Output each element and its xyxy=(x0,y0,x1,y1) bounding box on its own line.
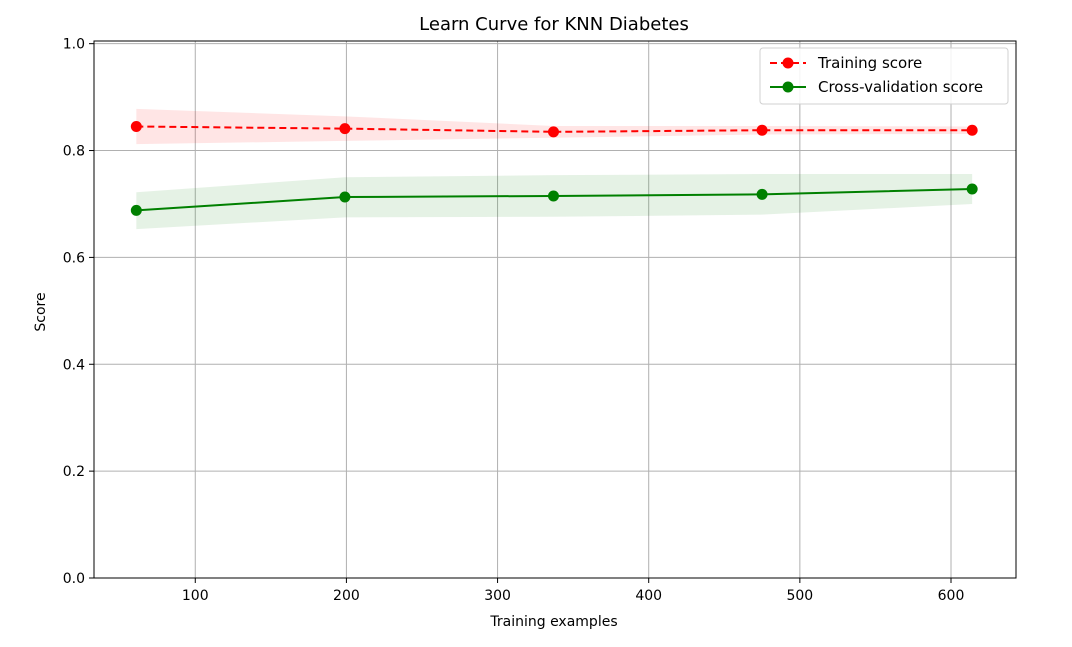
cross-validation-score-marker xyxy=(756,188,768,200)
axis-ticks: 100 200 300 400 500 600 0.0 0.2 0.4 0.6 0.8 1.0 xyxy=(63,37,965,604)
x-axis-label: Training examples xyxy=(489,614,617,630)
training-score-line xyxy=(136,125,973,133)
legend: Training score Cross-validation score xyxy=(759,47,1009,105)
x-tick-label: 300 xyxy=(484,588,511,604)
cross-validation-score-band xyxy=(136,174,973,230)
cross-validation-score-marker xyxy=(547,190,559,202)
y-tick-label: 0.0 xyxy=(63,571,85,587)
x-tick-label: 400 xyxy=(635,588,662,604)
legend-cross-validation-score-label: Cross-validation score xyxy=(818,78,983,96)
y-tick-label: 0.6 xyxy=(63,250,85,266)
legend-training-score-label: Training score xyxy=(817,54,922,72)
training-score-marker xyxy=(130,120,142,132)
series-markers xyxy=(130,120,978,216)
legend-cross-validation-score-marker xyxy=(782,81,794,93)
y-axis-label: Score xyxy=(33,292,49,331)
y-tick-label: 0.2 xyxy=(63,464,85,480)
training-score-marker xyxy=(339,123,351,135)
y-tick-label: 0.8 xyxy=(63,144,85,160)
chart-title: Learn Curve for KNN Diabetes xyxy=(419,14,689,35)
cross-validation-score-marker xyxy=(966,183,978,195)
training-score-marker xyxy=(966,124,978,136)
y-tick-label: 1.0 xyxy=(63,37,85,53)
cross-validation-score-marker xyxy=(130,204,142,216)
cross-validation-score-marker xyxy=(339,191,351,203)
legend-box xyxy=(759,47,1009,105)
x-tick-label: 600 xyxy=(938,588,965,604)
training-score-marker xyxy=(756,124,768,136)
legend-training-score-marker xyxy=(782,57,794,69)
x-tick-label: 500 xyxy=(786,588,813,604)
plot-frame xyxy=(93,40,1017,579)
y-tick-label: 0.4 xyxy=(63,357,85,373)
training-score-marker xyxy=(547,126,559,138)
x-tick-label: 100 xyxy=(182,588,209,604)
x-tick-label: 200 xyxy=(333,588,360,604)
